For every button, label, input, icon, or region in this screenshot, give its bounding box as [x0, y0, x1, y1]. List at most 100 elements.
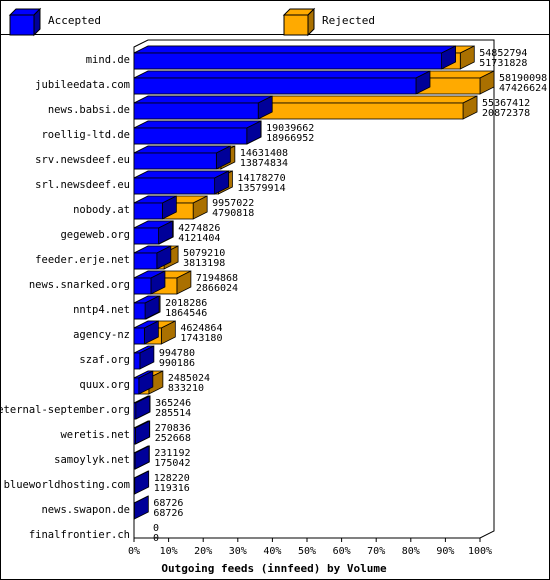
- value-label-offered: 4274826: [178, 223, 220, 234]
- bar-row: [133, 220, 174, 245]
- bar-row: [133, 70, 495, 95]
- bar-accepted-face: [133, 177, 216, 195]
- bar-accepted: [133, 245, 172, 270]
- bar-accepted-face: [133, 102, 259, 120]
- legend-item-accepted: Accepted: [8, 7, 101, 37]
- bar-row: [133, 295, 161, 320]
- x-tick-label: 90%: [436, 546, 454, 557]
- bar-row: [133, 395, 151, 420]
- value-label-offered: 994780: [159, 348, 195, 359]
- value-label-offered: 7194868: [196, 273, 238, 284]
- bar-row: [133, 170, 233, 195]
- value-label-accepted: 990186: [159, 358, 195, 369]
- value-label-offered: 2485024: [168, 373, 210, 384]
- category-label: news.babsi.de: [48, 104, 130, 116]
- bar-row: [133, 195, 208, 220]
- value-label-offered: 5079210: [183, 248, 225, 259]
- bar-row: [133, 95, 478, 120]
- bar-accepted: [133, 195, 177, 220]
- bar-accepted-face: [133, 52, 442, 70]
- x-tick-label: 80%: [402, 546, 420, 557]
- value-label-accepted: 18966952: [266, 133, 314, 144]
- value-label-accepted: 2866024: [196, 283, 238, 294]
- bar-accepted-face: [133, 252, 158, 270]
- x-tick-label: 50%: [298, 546, 316, 557]
- value-label-accepted: 68726: [153, 508, 183, 519]
- value-label-accepted: 13579914: [237, 183, 285, 194]
- bars: [133, 45, 495, 520]
- bar-accepted: [133, 170, 230, 195]
- category-label: nobody.at: [73, 204, 130, 216]
- category-label: quux.org: [79, 379, 130, 391]
- legend-label: Accepted: [48, 14, 101, 27]
- bar-accepted: [133, 420, 150, 445]
- x-tick-label: 40%: [263, 546, 281, 557]
- bar-accepted: [133, 95, 273, 120]
- value-label-accepted: 1864546: [165, 308, 207, 319]
- category-label: nntp4.net: [73, 304, 130, 316]
- value-label-accepted: 285514: [155, 408, 191, 419]
- value-label-offered: 128220: [154, 473, 190, 484]
- value-label-accepted: 13874834: [240, 158, 288, 169]
- category-label: news.swapon.de: [41, 504, 130, 516]
- value-label-offered: 68726: [153, 498, 183, 509]
- value-label-accepted: 3813198: [183, 258, 225, 269]
- bar-accepted-face: [133, 327, 145, 345]
- bar-row: [133, 45, 475, 70]
- value-label-offered: 4624864: [180, 323, 222, 334]
- category-label: blueworldhosting.com: [4, 479, 130, 491]
- bar-row: [133, 120, 262, 145]
- value-label-accepted: 47426624: [499, 83, 547, 94]
- category-label: agency-nz: [73, 329, 130, 341]
- value-label-accepted: 833210: [168, 383, 204, 394]
- bar-accepted: [133, 295, 160, 320]
- bar-accepted-top: [133, 120, 261, 129]
- bar-accepted: [133, 70, 431, 95]
- bar-row: [133, 245, 179, 270]
- legend-label: Rejected: [322, 14, 375, 27]
- value-label-accepted: 119316: [154, 483, 190, 494]
- category-label: mind.de: [86, 54, 130, 66]
- bar-row: [133, 445, 150, 470]
- category-label: feeder.erje.net: [35, 254, 130, 266]
- bar-accepted-face: [133, 277, 152, 295]
- x-ticks: 0% 10% 20% 30% 40% 50% 60% 70% 80% 90% 100%: [128, 538, 492, 557]
- bar-row: [133, 470, 150, 495]
- x-tick-label: 30%: [229, 546, 247, 557]
- category-label: srv.newsdeef.eu: [35, 154, 130, 166]
- bar-row: [133, 320, 176, 345]
- plot-area: mind.de jubileedata.com news.babsi.de roell…: [0, 39, 547, 557]
- bar-accepted-face: [133, 152, 217, 170]
- bar-accepted-face: [133, 302, 146, 320]
- value-label-offered: 0: [153, 523, 159, 534]
- x-tick-label: 100%: [468, 546, 492, 557]
- x-tick-label: 0%: [128, 546, 140, 557]
- category-label: weretis.net: [60, 429, 130, 441]
- bar-accepted-top: [133, 170, 229, 179]
- bar-accepted-face: [133, 127, 248, 145]
- bar-accepted-face: [133, 477, 136, 495]
- bar-accepted: [133, 120, 262, 145]
- value-label-accepted: 20872378: [482, 108, 530, 119]
- bar-accepted-face: [133, 402, 137, 420]
- value-label-accepted: 0: [153, 533, 159, 544]
- value-label-offered: 58190098: [499, 73, 547, 84]
- bar-row: [133, 420, 151, 445]
- bar-accepted-top: [133, 145, 231, 154]
- category-label: szaf.org: [79, 354, 130, 366]
- value-label-accepted: 4790818: [212, 208, 254, 219]
- bar-accepted: [133, 45, 456, 70]
- category-label: roellig-ltd.de: [41, 129, 130, 141]
- bar-accepted: [133, 320, 159, 345]
- x-tick-label: 20%: [194, 546, 212, 557]
- category-label: eternal-september.org: [0, 404, 130, 416]
- bar-accepted-top: [133, 45, 456, 54]
- value-label-offered: 270836: [155, 423, 191, 434]
- bar-row: [133, 370, 164, 395]
- value-label-offered: 14178270: [237, 173, 285, 184]
- value-label-offered: 54852794: [479, 48, 527, 59]
- bar-accepted-face: [133, 352, 141, 370]
- bar-accepted: [133, 345, 155, 370]
- value-label-offered: 19039662: [266, 123, 314, 134]
